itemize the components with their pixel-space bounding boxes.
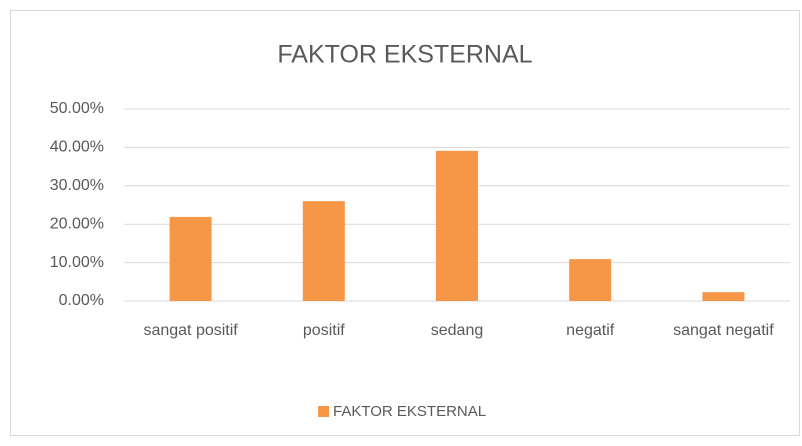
bar — [436, 150, 478, 301]
y-tick-label: 0.00% — [59, 292, 104, 309]
bar — [169, 216, 212, 301]
y-tick-label: 50.00% — [50, 100, 104, 117]
x-tick-label: sangat positif — [143, 322, 238, 339]
chart-title: FAKTOR EKSTERNAL — [277, 41, 532, 69]
x-tick-label: sangat negatif — [673, 322, 774, 339]
x-tick-label: positif — [303, 322, 345, 339]
x-tick-label: sedang — [431, 322, 484, 339]
bar — [569, 259, 612, 301]
legend-swatch — [318, 406, 329, 417]
y-tick-label: 30.00% — [50, 177, 104, 194]
bar — [302, 201, 345, 301]
chart-border — [10, 10, 800, 436]
legend-label: FAKTOR EKSTERNAL — [333, 403, 486, 420]
x-tick-label: negatif — [566, 322, 615, 339]
bar — [702, 292, 745, 301]
y-tick-label: 40.00% — [50, 139, 104, 156]
y-tick-label: 20.00% — [50, 215, 104, 232]
y-tick-label: 10.00% — [50, 254, 104, 271]
